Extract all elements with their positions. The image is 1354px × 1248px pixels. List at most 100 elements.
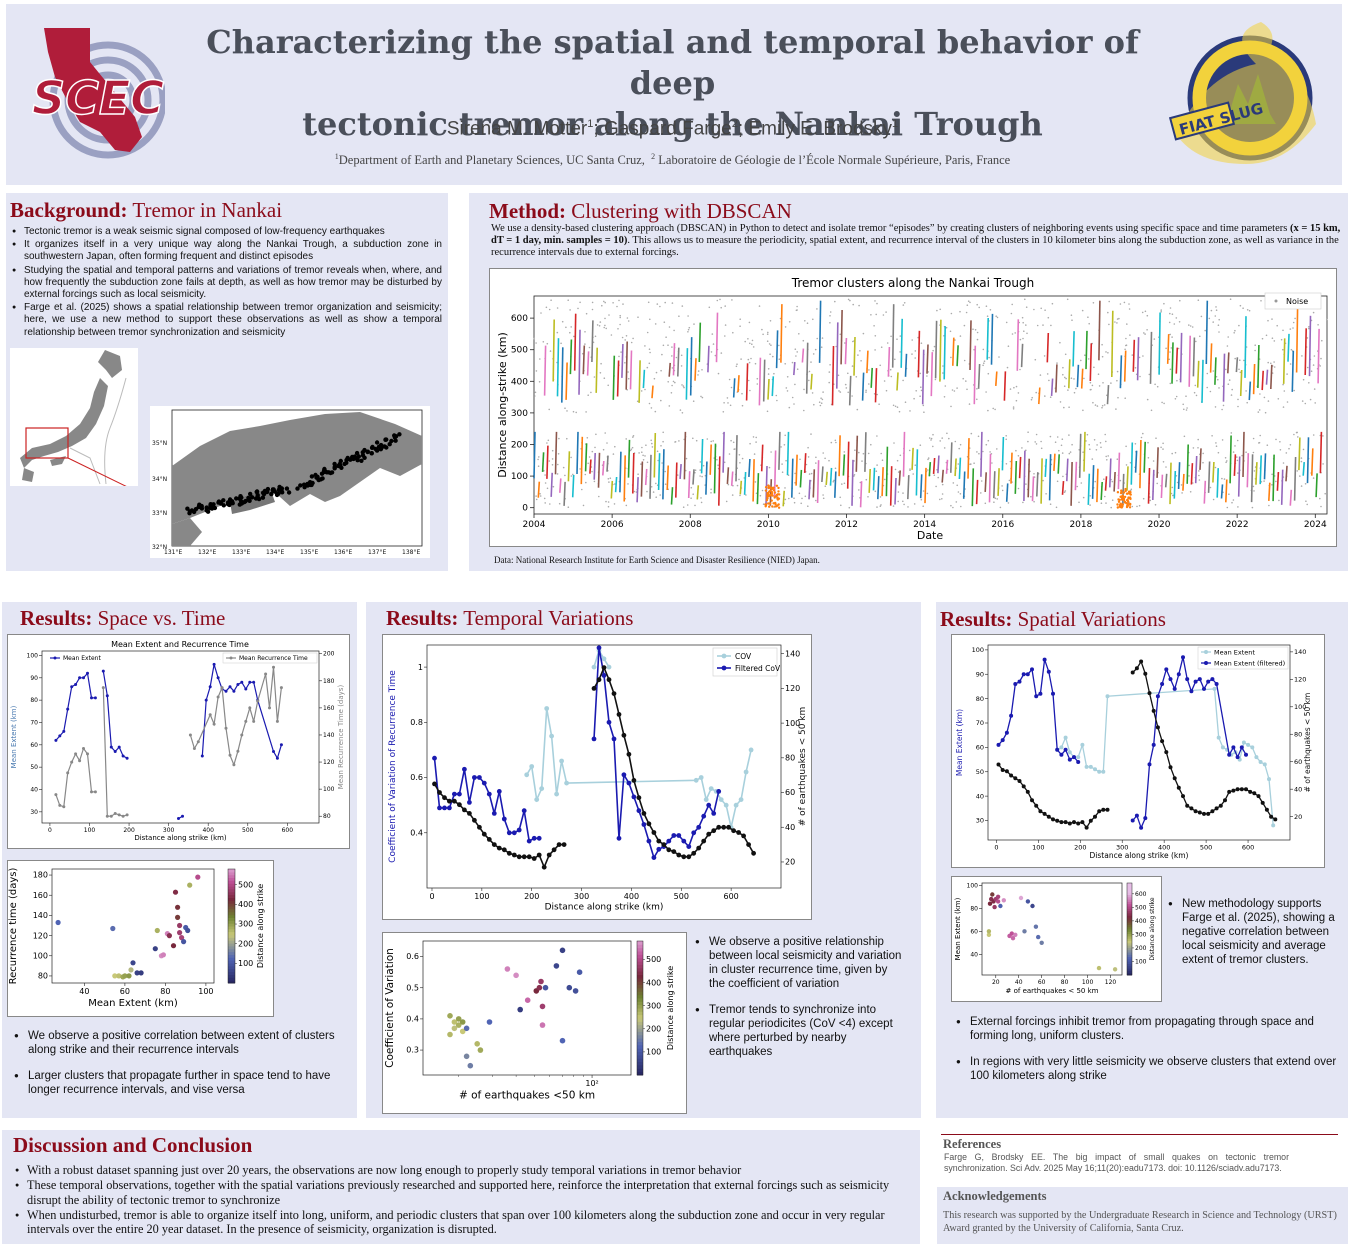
noise-point [711,333,714,335]
noise-point [609,477,612,479]
noise-point [1022,501,1024,504]
noise-point [879,364,881,367]
cluster-streak [632,452,635,494]
colorbar-segment [1127,958,1132,962]
cluster-streak [971,468,975,507]
noise-point [1268,504,1270,507]
cluster-streak [765,465,768,506]
noise-point [808,370,811,373]
scatter-point [463,1053,470,1060]
cluster-streak [541,452,545,472]
cluster-streak [915,449,919,496]
tremor-point [204,508,209,513]
noise-point [598,325,601,327]
noise-point [1040,440,1042,443]
noise-point [1030,495,1032,498]
y2-tick-label: 140 [785,649,800,658]
noise-point [645,444,647,446]
noise-point [659,305,661,308]
noise-point [1015,385,1018,388]
colorbar-segment [1127,889,1132,893]
scatter-point [995,894,1001,899]
cluster-streak [657,453,661,491]
noise-point [1176,481,1179,484]
noise-point [812,318,814,321]
noise-point [1044,395,1046,397]
colorbar-tick-label: 600 [1135,891,1147,898]
noise-point [747,338,749,340]
noise-point [821,398,824,401]
noise-point [755,436,757,439]
cluster-streak [666,465,669,491]
cluster-point [767,484,770,487]
noise-point [546,487,549,490]
noise-point [1275,438,1277,441]
colorbar-segment [228,903,235,907]
tremor-point [227,502,232,508]
noise-point [914,350,917,352]
noise-point [1005,463,1008,465]
noise-point [674,381,676,384]
noise-point [1169,333,1171,336]
noise-point [1171,486,1174,489]
noise-point [1045,493,1047,495]
noise-point [619,316,621,319]
scatter-point [112,973,118,979]
noise-point [624,339,626,341]
colorbar-segment [1127,931,1132,935]
noise-point [909,468,911,470]
noise-point [1233,332,1235,334]
noise-point [909,410,911,412]
noise-point [1046,373,1049,375]
noise-point [1230,432,1233,434]
y2-tick-label: 200 [323,651,335,658]
noise-point [546,342,549,345]
noise-point [1267,319,1269,322]
noise-point [668,405,671,407]
cluster-streak [679,464,682,479]
noise-point [588,456,591,458]
noise-point [1253,490,1255,492]
noise-point [1273,366,1276,368]
noise-point [1100,502,1103,504]
cluster-point [765,499,769,502]
noise-point [741,392,743,395]
noise-point [588,346,591,349]
cluster-streak [1126,466,1129,491]
tremor-point [332,461,337,467]
colorbar-segment [637,994,643,999]
cluster-streak [840,309,843,365]
cluster-streak [1255,462,1258,485]
noise-point [943,447,946,449]
noise-point [815,462,817,464]
noise-point [1043,355,1046,357]
noise-point [1059,401,1062,403]
tremor-point [253,496,259,501]
noise-point [1138,504,1141,507]
noise-point [1049,396,1052,398]
cluster-streak [956,345,959,367]
noise-point [784,326,787,328]
noise-point [1147,457,1150,459]
noise-point [870,443,872,446]
noise-point [613,503,616,505]
noise-point [1306,337,1309,339]
cluster-streak [969,320,972,371]
colorbar-segment [1127,892,1132,895]
noise-point [1237,405,1239,408]
tremor-point [248,491,253,497]
noise-point [1322,435,1324,437]
noise-point [1066,298,1069,301]
y-tick-label: 0.3 [406,1046,419,1055]
noise-point [794,383,796,386]
cluster-point [1124,489,1127,493]
scatter-point [179,935,185,941]
noise-point [908,449,911,452]
noise-point [1271,318,1273,320]
noise-point [1239,371,1242,374]
japan-map [10,348,151,499]
noise-point [1091,384,1094,387]
colorbar-segment [228,974,235,978]
x-tick-label: 80 [160,987,170,996]
series-point [101,669,105,673]
